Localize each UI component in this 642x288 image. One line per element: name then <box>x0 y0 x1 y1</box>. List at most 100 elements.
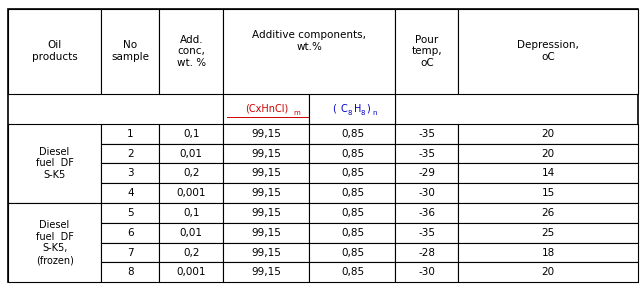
Text: -29: -29 <box>419 168 435 178</box>
Text: (: ( <box>333 104 336 114</box>
Bar <box>223 94 309 124</box>
Bar <box>101 183 159 203</box>
Text: 20: 20 <box>541 149 555 158</box>
Bar <box>159 9 223 94</box>
Bar <box>309 183 395 203</box>
Bar <box>101 242 159 262</box>
Bar <box>159 144 223 163</box>
Text: 0,85: 0,85 <box>341 248 364 257</box>
Bar <box>159 242 223 262</box>
Bar <box>395 262 458 282</box>
Bar <box>159 124 223 144</box>
Text: 99,15: 99,15 <box>252 228 281 238</box>
Bar <box>395 242 458 262</box>
Text: 0,01: 0,01 <box>180 149 203 158</box>
Text: 0,2: 0,2 <box>183 248 200 257</box>
Bar <box>101 124 159 144</box>
Text: 0,85: 0,85 <box>341 267 364 277</box>
Bar <box>309 124 395 144</box>
Bar <box>101 163 159 183</box>
Bar <box>159 262 223 282</box>
Bar <box>395 144 458 163</box>
Text: 1: 1 <box>127 129 134 139</box>
Text: 0,1: 0,1 <box>183 129 200 139</box>
Bar <box>159 203 223 223</box>
Bar <box>309 144 395 163</box>
Text: -36: -36 <box>419 208 435 218</box>
Text: -30: -30 <box>419 188 435 198</box>
Bar <box>395 203 458 223</box>
Bar <box>395 183 458 203</box>
Text: 14: 14 <box>541 168 555 178</box>
Bar <box>8 124 101 203</box>
Bar <box>223 9 395 124</box>
Bar <box>458 144 638 163</box>
Bar <box>309 94 395 124</box>
Text: 0,1: 0,1 <box>183 208 200 218</box>
Text: 15: 15 <box>541 188 555 198</box>
Bar <box>395 223 458 242</box>
Text: (CxHnCl): (CxHnCl) <box>245 104 288 114</box>
Text: 6: 6 <box>127 228 134 238</box>
Text: 99,15: 99,15 <box>252 248 281 257</box>
Text: 5: 5 <box>127 208 134 218</box>
Text: 0,001: 0,001 <box>177 188 206 198</box>
Text: 2: 2 <box>127 149 134 158</box>
Text: 99,15: 99,15 <box>252 267 281 277</box>
Bar <box>159 183 223 203</box>
Bar <box>223 163 309 183</box>
Bar <box>458 242 638 262</box>
Bar <box>223 144 309 163</box>
Bar <box>223 262 309 282</box>
Text: Oil
products: Oil products <box>31 40 78 62</box>
Text: 8: 8 <box>361 110 365 116</box>
Text: 0,001: 0,001 <box>177 267 206 277</box>
Text: n: n <box>372 110 377 116</box>
Text: H: H <box>354 104 361 114</box>
Bar <box>159 223 223 242</box>
Text: 0,85: 0,85 <box>341 228 364 238</box>
Bar <box>395 9 458 94</box>
Text: 99,15: 99,15 <box>252 168 281 178</box>
Bar <box>101 203 159 223</box>
Text: m: m <box>293 110 300 116</box>
Text: 26: 26 <box>541 208 555 218</box>
Bar <box>395 163 458 183</box>
Bar <box>223 223 309 242</box>
Text: 99,15: 99,15 <box>252 188 281 198</box>
Bar <box>458 223 638 242</box>
Bar <box>101 262 159 282</box>
Text: -30: -30 <box>419 267 435 277</box>
Bar <box>309 242 395 262</box>
Bar <box>309 262 395 282</box>
Bar <box>101 223 159 242</box>
Text: 25: 25 <box>541 228 555 238</box>
Text: Diesel
fuel  DF
S-K5,
(frozen): Diesel fuel DF S-K5, (frozen) <box>36 220 73 265</box>
Text: 99,15: 99,15 <box>252 208 281 218</box>
Text: No
sample: No sample <box>111 40 150 62</box>
Text: 0,85: 0,85 <box>341 188 364 198</box>
Text: 8: 8 <box>348 110 352 116</box>
Text: Pour
temp,
oC: Pour temp, oC <box>412 35 442 68</box>
Bar <box>8 9 101 94</box>
Bar <box>458 163 638 183</box>
Text: 0,85: 0,85 <box>341 149 364 158</box>
Text: 99,15: 99,15 <box>252 149 281 158</box>
Bar <box>101 9 159 94</box>
Text: 3: 3 <box>127 168 134 178</box>
Text: -28: -28 <box>419 248 435 257</box>
Bar <box>458 9 638 94</box>
Bar <box>223 203 309 223</box>
Text: 0,85: 0,85 <box>341 168 364 178</box>
Bar <box>458 203 638 223</box>
Text: 7: 7 <box>127 248 134 257</box>
Text: Add.
conc,
wt. %: Add. conc, wt. % <box>177 35 206 68</box>
Text: Additive components,
wt.%: Additive components, wt.% <box>252 30 367 52</box>
Bar <box>458 183 638 203</box>
Text: Depression,
oC: Depression, oC <box>517 40 579 62</box>
Text: 8: 8 <box>127 267 134 277</box>
Bar <box>395 124 458 144</box>
Text: 0,2: 0,2 <box>183 168 200 178</box>
Bar <box>101 144 159 163</box>
Text: -35: -35 <box>419 129 435 139</box>
